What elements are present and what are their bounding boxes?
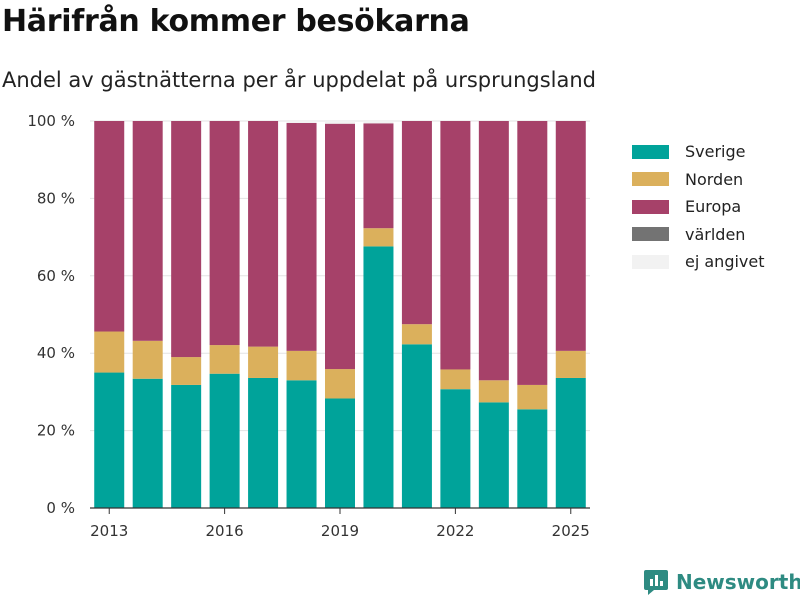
bar-segment xyxy=(248,121,279,347)
legend-label: världen xyxy=(685,224,746,244)
y-tick-label: 40 % xyxy=(37,344,75,362)
bar-segment xyxy=(325,398,355,508)
bar-segment xyxy=(478,402,509,508)
bar-segment xyxy=(286,121,317,123)
x-tick-label: 2022 xyxy=(436,522,474,540)
bar-segment xyxy=(555,121,586,351)
bar-segment xyxy=(440,121,471,370)
bar-stack-2014 xyxy=(132,121,163,508)
bar-segment xyxy=(132,340,163,379)
bar-segment xyxy=(209,121,240,346)
bar-segment xyxy=(286,122,317,351)
bar-segment xyxy=(555,377,586,508)
bar-stack-2025 xyxy=(555,121,586,508)
bar-segment xyxy=(440,369,471,390)
bar-segment xyxy=(363,121,394,124)
legend-item: Sverige xyxy=(632,138,765,166)
bar-segment xyxy=(94,121,125,332)
y-tick-label: 20 % xyxy=(37,422,75,440)
bar-segment xyxy=(325,369,355,399)
legend-item: världen xyxy=(632,221,765,249)
bar-stack-2015 xyxy=(171,121,202,508)
legend-swatch xyxy=(632,199,669,214)
chart-title: Härifrån kommer besökarna xyxy=(2,4,470,39)
bar-stack-2020 xyxy=(363,121,394,508)
bar-segment xyxy=(325,121,355,124)
bar-stack-2017 xyxy=(248,121,279,508)
y-axis-ticks: 0 % 20 % 40 % 60 % 80 % 100 % xyxy=(27,112,75,517)
x-tick-label: 2016 xyxy=(206,522,244,540)
bar-stack-2018 xyxy=(286,121,317,508)
bar-segment xyxy=(363,123,394,229)
legend-label: Norden xyxy=(685,169,744,189)
x-tick-label: 2013 xyxy=(90,522,128,540)
chart-legend: Sverige Norden Europa världen ej angivet xyxy=(632,138,765,276)
legend-swatch xyxy=(632,227,669,242)
legend-swatch xyxy=(632,172,669,187)
x-axis-ticks: 2013 2016 2019 2022 2025 xyxy=(90,508,590,540)
chart-subtitle: Andel av gästnätterna per år uppdelat på… xyxy=(2,68,596,92)
bar-stack-2016 xyxy=(209,121,240,508)
bar-segment xyxy=(401,344,432,508)
bar-segment xyxy=(401,324,432,345)
legend-swatch xyxy=(632,254,669,269)
bar-segment xyxy=(248,346,279,378)
legend-item: ej angivet xyxy=(632,248,765,276)
legend-item: Europa xyxy=(632,193,765,221)
x-tick-label: 2025 xyxy=(552,522,590,540)
brand-name: Newsworthy xyxy=(676,570,800,594)
bar-stack-2024 xyxy=(517,121,548,508)
bar-segment xyxy=(286,350,317,381)
bar-segment xyxy=(325,123,355,370)
bar-stack-2022 xyxy=(440,121,471,508)
brand-logo: Newsworthy xyxy=(644,568,800,596)
legend-item: Norden xyxy=(632,166,765,194)
y-tick-label: 60 % xyxy=(37,267,75,285)
bar-chart-icon xyxy=(644,570,668,595)
bar-segment xyxy=(209,373,240,508)
bar-segment xyxy=(363,246,394,508)
legend-label: Europa xyxy=(685,197,742,217)
bar-segment xyxy=(517,384,548,410)
bar-segment xyxy=(209,345,240,374)
x-tick-label: 2019 xyxy=(321,522,359,540)
bar-segment xyxy=(363,228,394,247)
y-tick-label: 0 % xyxy=(46,499,75,517)
bar-segment xyxy=(478,380,509,403)
bar-stacks xyxy=(94,121,586,508)
bar-segment xyxy=(171,121,202,358)
legend-swatch xyxy=(632,144,669,159)
bar-segment xyxy=(286,380,317,508)
bar-stack-2023 xyxy=(478,121,509,508)
bar-segment xyxy=(132,378,163,508)
bar-segment xyxy=(517,409,548,508)
bar-segment xyxy=(401,121,432,325)
bar-stack-2019 xyxy=(325,121,355,508)
legend-label: ej angivet xyxy=(685,252,765,272)
bar-segment xyxy=(478,121,509,381)
bar-stack-2021 xyxy=(401,121,432,508)
bar-segment xyxy=(94,372,125,508)
bar-stack-2013 xyxy=(94,121,125,508)
bar-segment xyxy=(94,331,125,373)
bar-segment xyxy=(132,121,163,341)
bar-segment xyxy=(517,121,548,385)
bar-segment xyxy=(171,357,202,385)
bar-segment xyxy=(440,389,471,508)
bar-segment xyxy=(555,350,586,378)
legend-label: Sverige xyxy=(685,142,746,162)
bar-segment xyxy=(248,377,279,508)
y-tick-label: 100 % xyxy=(27,112,75,130)
bar-segment xyxy=(171,384,202,508)
y-tick-label: 80 % xyxy=(37,189,75,207)
